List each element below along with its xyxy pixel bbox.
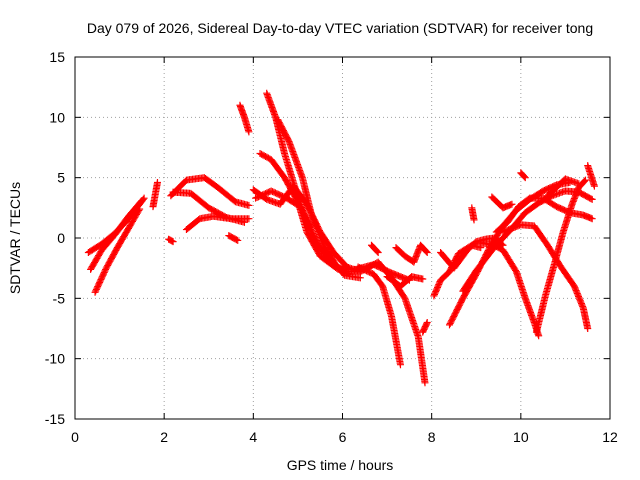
plus-marker <box>140 194 148 202</box>
x-tick-label: 12 <box>602 429 618 445</box>
series-track-18 <box>383 273 427 290</box>
plus-marker <box>234 236 242 244</box>
series-track-16 <box>354 263 404 369</box>
series-track-26 <box>488 193 516 212</box>
plus-marker <box>535 332 543 340</box>
plus-marker <box>419 275 427 283</box>
y-tick-label: -15 <box>45 411 65 427</box>
series-track-31 <box>517 169 529 182</box>
series-track-15 <box>252 187 315 231</box>
series-track-08 <box>182 212 253 234</box>
plus-marker <box>232 236 240 244</box>
y-axis-title: SDTVAR / TECUs <box>7 182 23 294</box>
y-tick-label: -10 <box>45 351 65 367</box>
plus-marker <box>245 128 253 136</box>
x-tick-label: 4 <box>249 429 257 445</box>
x-tick-label: 10 <box>513 429 529 445</box>
plus-marker <box>584 325 592 332</box>
plus-marker <box>153 178 161 186</box>
series-track-33 <box>544 175 583 200</box>
y-tick-label: 15 <box>49 49 65 65</box>
y-tick-label: 0 <box>57 230 65 246</box>
plus-marker <box>245 201 253 209</box>
series-track-29 <box>499 221 592 332</box>
plus-marker <box>588 215 596 223</box>
plus-marker <box>581 176 589 184</box>
chart-title: Day 079 of 2026, Sidereal Day-to-day VTE… <box>87 20 593 36</box>
x-tick-labels: 0 2 4 6 8 10 12 <box>71 429 618 445</box>
x-tick-label: 8 <box>428 429 436 445</box>
series-track-02 <box>91 205 144 296</box>
plus-marker <box>245 215 253 223</box>
plus-marker <box>373 247 381 255</box>
plus-marker <box>581 177 589 185</box>
plus-marker <box>575 180 583 188</box>
plus-marker <box>307 222 315 230</box>
x-axis-title: GPS time / hours <box>287 457 394 473</box>
y-tick-label: -5 <box>53 290 66 306</box>
plus-marker <box>307 223 315 231</box>
plus-marker <box>168 237 176 245</box>
plus-marker <box>423 248 431 256</box>
plus-marker <box>423 318 431 326</box>
grid-layer <box>75 57 610 419</box>
plus-marker <box>169 238 177 246</box>
series-track-20 <box>419 318 431 336</box>
x-tick-label: 6 <box>339 429 347 445</box>
x-tick-label: 2 <box>160 429 168 445</box>
series-track-19 <box>392 241 431 266</box>
plot-frame <box>74 56 611 420</box>
plus-marker <box>422 247 430 255</box>
y-tick-label: 5 <box>57 170 65 186</box>
series-track-04 <box>149 178 161 211</box>
series-track-03 <box>84 194 148 256</box>
plus-marker <box>423 320 431 328</box>
series-track-17 <box>367 241 382 256</box>
plus-marker <box>587 195 595 203</box>
plus-marker <box>508 200 516 208</box>
series-track-32 <box>584 162 598 190</box>
plus-marker <box>396 361 404 369</box>
plus-marker <box>520 173 528 181</box>
data-marks <box>84 89 598 387</box>
plus-marker <box>421 379 429 387</box>
plus-marker <box>356 274 364 282</box>
y-tick-labels: -15 -10 -5 0 5 10 15 <box>45 49 65 427</box>
series-track-30 <box>532 176 589 336</box>
series-track-27 <box>492 194 596 236</box>
series-track-09 <box>225 232 242 244</box>
y-tick-label: 10 <box>49 109 65 125</box>
series-track-05 <box>165 235 177 246</box>
plus-marker <box>588 195 596 203</box>
plus-marker <box>521 174 529 182</box>
series-track-10 <box>236 101 253 136</box>
plus-marker <box>139 195 147 203</box>
plus-marker <box>374 248 382 256</box>
plus-marker <box>590 182 598 190</box>
x-tick-label: 0 <box>71 429 79 445</box>
plus-marker <box>470 216 478 224</box>
series-track-25 <box>468 204 478 224</box>
